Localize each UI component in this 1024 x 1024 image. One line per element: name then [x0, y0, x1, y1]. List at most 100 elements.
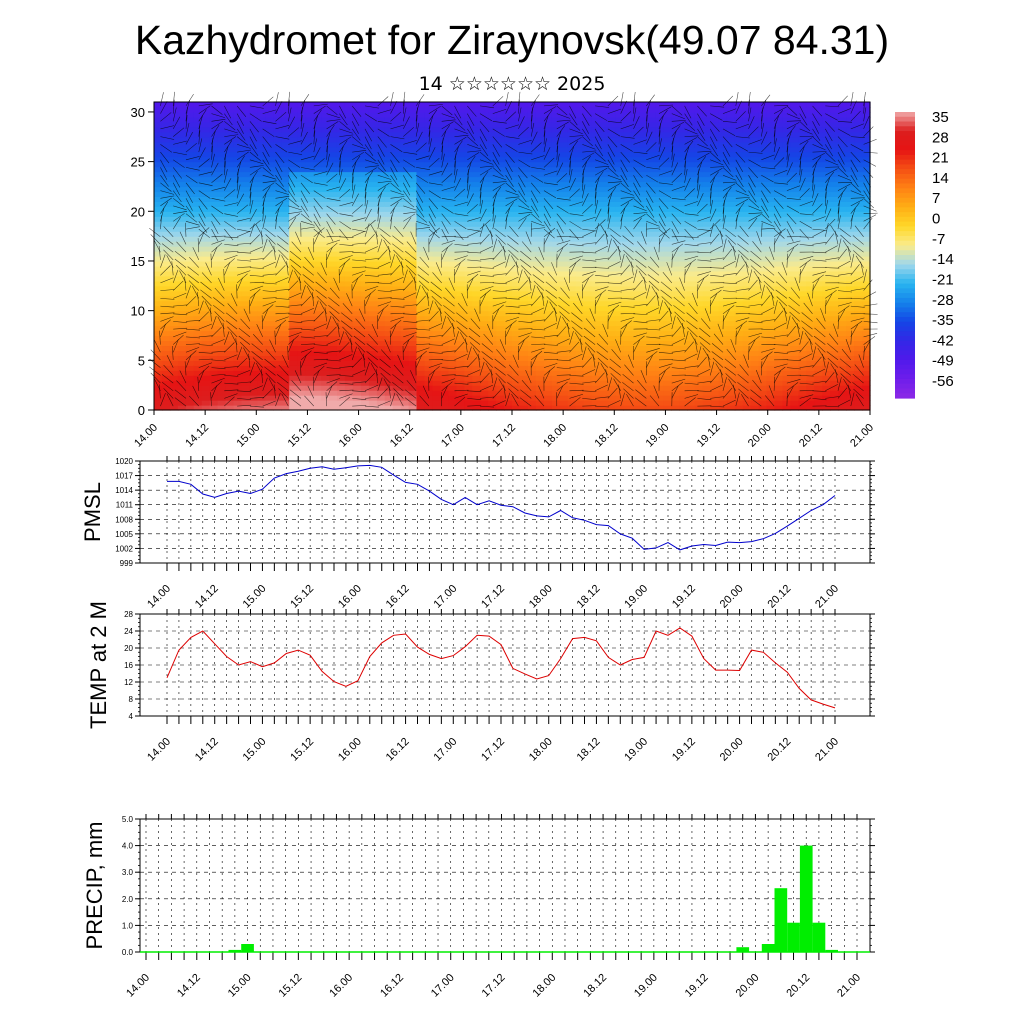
temperature-cell	[265, 176, 274, 183]
temperature-cell	[257, 161, 266, 168]
temperature-cell	[336, 305, 346, 312]
temperature-cell	[512, 405, 521, 411]
temperature-cell	[432, 375, 441, 381]
temperature-cell	[329, 186, 338, 193]
temperature-cell	[663, 136, 672, 143]
temperature-cell	[710, 380, 720, 386]
temperature-cell	[241, 151, 251, 158]
temperature-cell	[480, 246, 489, 252]
temperature-cell	[329, 350, 338, 356]
temperature-cell	[687, 186, 696, 193]
temperature-cell	[265, 335, 274, 342]
temperature-cell	[448, 121, 457, 128]
temperature-cell	[615, 380, 624, 386]
temperature-cell	[607, 241, 617, 247]
temperature-cell	[336, 330, 346, 337]
temperature-cell	[233, 161, 243, 168]
temperature-cell	[464, 236, 473, 242]
temperature-cell	[257, 196, 266, 202]
temperature-cell	[249, 260, 259, 267]
temperature-cell	[559, 260, 569, 267]
temperature-cell	[154, 300, 163, 307]
temperature-cell	[368, 231, 378, 237]
temperature-cell	[710, 241, 720, 247]
temperature-cell	[512, 241, 521, 247]
temperature-cell	[305, 305, 314, 312]
temperature-cell	[734, 265, 744, 272]
temperature-cell	[289, 385, 298, 391]
temperature-cell	[384, 161, 394, 168]
temperature-cell	[185, 360, 195, 366]
temperature-cell	[368, 151, 378, 158]
temperature-cell	[750, 335, 760, 342]
temperature-cell	[432, 161, 441, 168]
temperature-cell	[177, 246, 187, 252]
temperature-cell	[782, 390, 792, 396]
temperature-cell	[663, 295, 672, 302]
temperature-cell	[559, 156, 569, 163]
temperature-cell	[488, 196, 497, 202]
temperature-cell	[488, 201, 497, 207]
temperature-cell	[209, 236, 219, 242]
temperature-cell	[702, 280, 712, 287]
temperature-cell	[694, 151, 704, 158]
temperature-cell	[193, 400, 203, 406]
temperature-cell	[607, 400, 617, 406]
temperature-cell	[647, 320, 656, 327]
temperature-cell	[249, 380, 259, 386]
temperature-cell	[241, 206, 251, 212]
temperature-cell	[496, 295, 505, 302]
temperature-cell	[790, 345, 799, 351]
temperature-cell	[400, 116, 410, 123]
temperature-cell	[352, 405, 362, 411]
temperature-cell	[512, 350, 521, 356]
temperature-cell	[344, 131, 354, 138]
temperature-cell	[289, 186, 298, 193]
temperature-cell	[161, 151, 171, 158]
temperature-cell	[519, 166, 529, 173]
temperature-cell	[265, 121, 274, 128]
temperature-cell	[344, 395, 354, 401]
temperature-cell	[400, 186, 410, 193]
temperature-cell	[472, 395, 481, 401]
temperature-cell	[671, 251, 680, 257]
temperature-cell	[607, 146, 617, 153]
temperature-cell	[694, 270, 704, 277]
temperature-cell	[488, 390, 497, 396]
temperature-cell	[535, 350, 545, 356]
temperature-cell	[551, 226, 561, 232]
temperature-cell	[161, 216, 171, 222]
temperature-cell	[702, 186, 712, 193]
temperature-cell	[766, 231, 776, 237]
temperature-cell	[273, 102, 282, 108]
temperature-cell	[209, 191, 219, 197]
temperature-cell	[408, 196, 418, 202]
temperature-cell	[687, 151, 696, 158]
temperature-cell	[249, 116, 259, 123]
temperature-cell	[376, 280, 386, 287]
temperature-cell	[313, 350, 322, 356]
temperature-cell	[321, 390, 330, 396]
temperature-cell	[567, 295, 577, 302]
temperature-cell	[480, 201, 489, 207]
temperature-cell	[726, 216, 736, 222]
temperature-cell	[559, 310, 569, 317]
temperature-cell	[551, 300, 561, 307]
temperature-cell	[416, 270, 426, 277]
temperature-cell	[766, 106, 776, 113]
temperature-cell	[607, 275, 617, 282]
temperature-cell	[663, 226, 672, 232]
temperature-cell	[233, 275, 243, 282]
temperature-cell	[185, 131, 195, 138]
temperature-cell	[599, 181, 609, 188]
temperature-cell	[456, 216, 465, 222]
temperature-cell	[663, 315, 672, 322]
temperature-cell	[225, 181, 235, 188]
temperature-cell	[384, 350, 394, 356]
temperature-cell	[591, 171, 601, 178]
temperature-cell	[567, 375, 577, 381]
temperature-cell	[185, 365, 195, 371]
temperature-cell	[527, 216, 537, 222]
temperature-cell	[679, 275, 688, 282]
temperature-cell	[734, 211, 744, 217]
